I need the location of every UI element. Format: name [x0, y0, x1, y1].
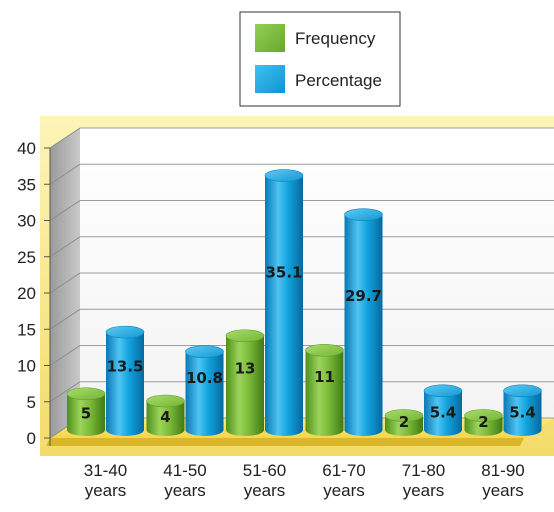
- bar-percentage-3: [344, 208, 383, 437]
- gridline-side: [49, 272, 81, 294]
- gridline-side: [49, 345, 81, 366]
- bar-frequency-1: [146, 394, 185, 437]
- bar-body: [424, 390, 462, 436]
- legend-swatch-percentage: [255, 65, 285, 93]
- data-label-frequency-3: 11: [314, 368, 335, 386]
- bar-body: [146, 401, 185, 437]
- x-tick-label-3: 61-70 years: [322, 461, 365, 500]
- bar-percentage-2: [264, 169, 304, 436]
- legend-swatch-frequency: [255, 24, 285, 52]
- bars: [66, 169, 542, 437]
- data-labels: 5 13.5 4 10.8 13 35.1 11 29.7 2 5.4 2 5.4: [81, 263, 536, 431]
- bar-body: [265, 175, 303, 436]
- bar-top: [264, 169, 304, 182]
- data-label-percentage-2: 35.1: [265, 263, 302, 281]
- gridline-side: [49, 127, 81, 149]
- gridline-side: [49, 381, 81, 403]
- bar-top: [384, 409, 424, 422]
- y-tick-label: 0: [27, 429, 36, 448]
- x-tick-label-1: 41-50 years: [163, 461, 206, 500]
- y-tick-label: 30: [17, 212, 36, 231]
- y-tick-label: 25: [17, 248, 36, 267]
- bar-top: [146, 394, 185, 408]
- y-tick-label: 15: [17, 320, 36, 339]
- y-tick-label: 40: [17, 139, 36, 158]
- legend-label-percentage: Percentage: [295, 71, 382, 90]
- legend-label-frequency: Frequency: [295, 29, 376, 48]
- bar-frequency-2: [225, 329, 265, 436]
- bar-top: [105, 325, 145, 339]
- y-tick-label: 10: [17, 357, 36, 376]
- bar-percentage-1: [185, 345, 224, 437]
- bar-top: [185, 345, 224, 359]
- data-label-percentage-3: 29.7: [345, 287, 382, 305]
- data-label-percentage-1: 10.8: [186, 369, 223, 387]
- x-tick-label-2: 51-60 years: [243, 461, 286, 500]
- y-tick-label: 35: [17, 175, 36, 194]
- bar-percentage-4: [423, 384, 463, 436]
- bar-body: [67, 393, 105, 436]
- bar-body: [305, 350, 344, 437]
- x-tick-label-0: 31-40 years: [84, 461, 127, 500]
- bar-body: [106, 332, 144, 436]
- y-tick-label: 20: [17, 284, 36, 303]
- floor-front-edge: [46, 438, 524, 446]
- bar-body: [185, 351, 224, 437]
- bar-percentage-5: [503, 384, 542, 437]
- data-label-frequency-4: 2: [399, 413, 409, 431]
- gridline-side: [49, 200, 81, 221]
- bar-top: [464, 409, 503, 422]
- x-tick-label-5: 81-90 years: [481, 461, 524, 500]
- bar-body: [226, 335, 264, 436]
- data-label-percentage-0: 13.5: [106, 357, 143, 375]
- data-label-frequency-0: 5: [81, 405, 91, 423]
- bar-frequency-0: [66, 387, 106, 436]
- data-label-frequency-1: 4: [160, 408, 170, 426]
- bar-top: [423, 384, 463, 398]
- legend: Frequency Percentage: [239, 11, 401, 107]
- x-tick-label-4: 71-80 years: [402, 461, 445, 500]
- bar-frequency-5: [464, 409, 503, 437]
- gridline-side: [49, 308, 81, 330]
- data-label-percentage-4: 5.4: [430, 403, 457, 421]
- bar-top: [305, 343, 344, 357]
- y-tick-label: 5: [27, 393, 36, 412]
- data-label-frequency-5: 2: [478, 413, 488, 431]
- data-label-frequency-2: 13: [235, 359, 256, 377]
- data-label-percentage-5: 5.4: [509, 403, 536, 421]
- bar-body: [503, 390, 542, 437]
- gridline-side: [49, 163, 81, 185]
- bar-frequency-3: [305, 343, 344, 437]
- y-tick-labels: 0 5 10 15 20 25 30 35 40: [17, 139, 50, 448]
- bar-top: [503, 384, 542, 398]
- gridline-side: [49, 236, 81, 258]
- bar-body: [344, 214, 383, 437]
- bar-top: [66, 387, 106, 401]
- bar-top: [225, 329, 265, 343]
- x-tick-labels: 31-40 years 41-50 years 51-60 years 61-70 years…: [84, 461, 525, 500]
- bar-frequency-4: [384, 409, 424, 436]
- bar-top: [344, 208, 383, 221]
- bar-percentage-0: [105, 325, 145, 436]
